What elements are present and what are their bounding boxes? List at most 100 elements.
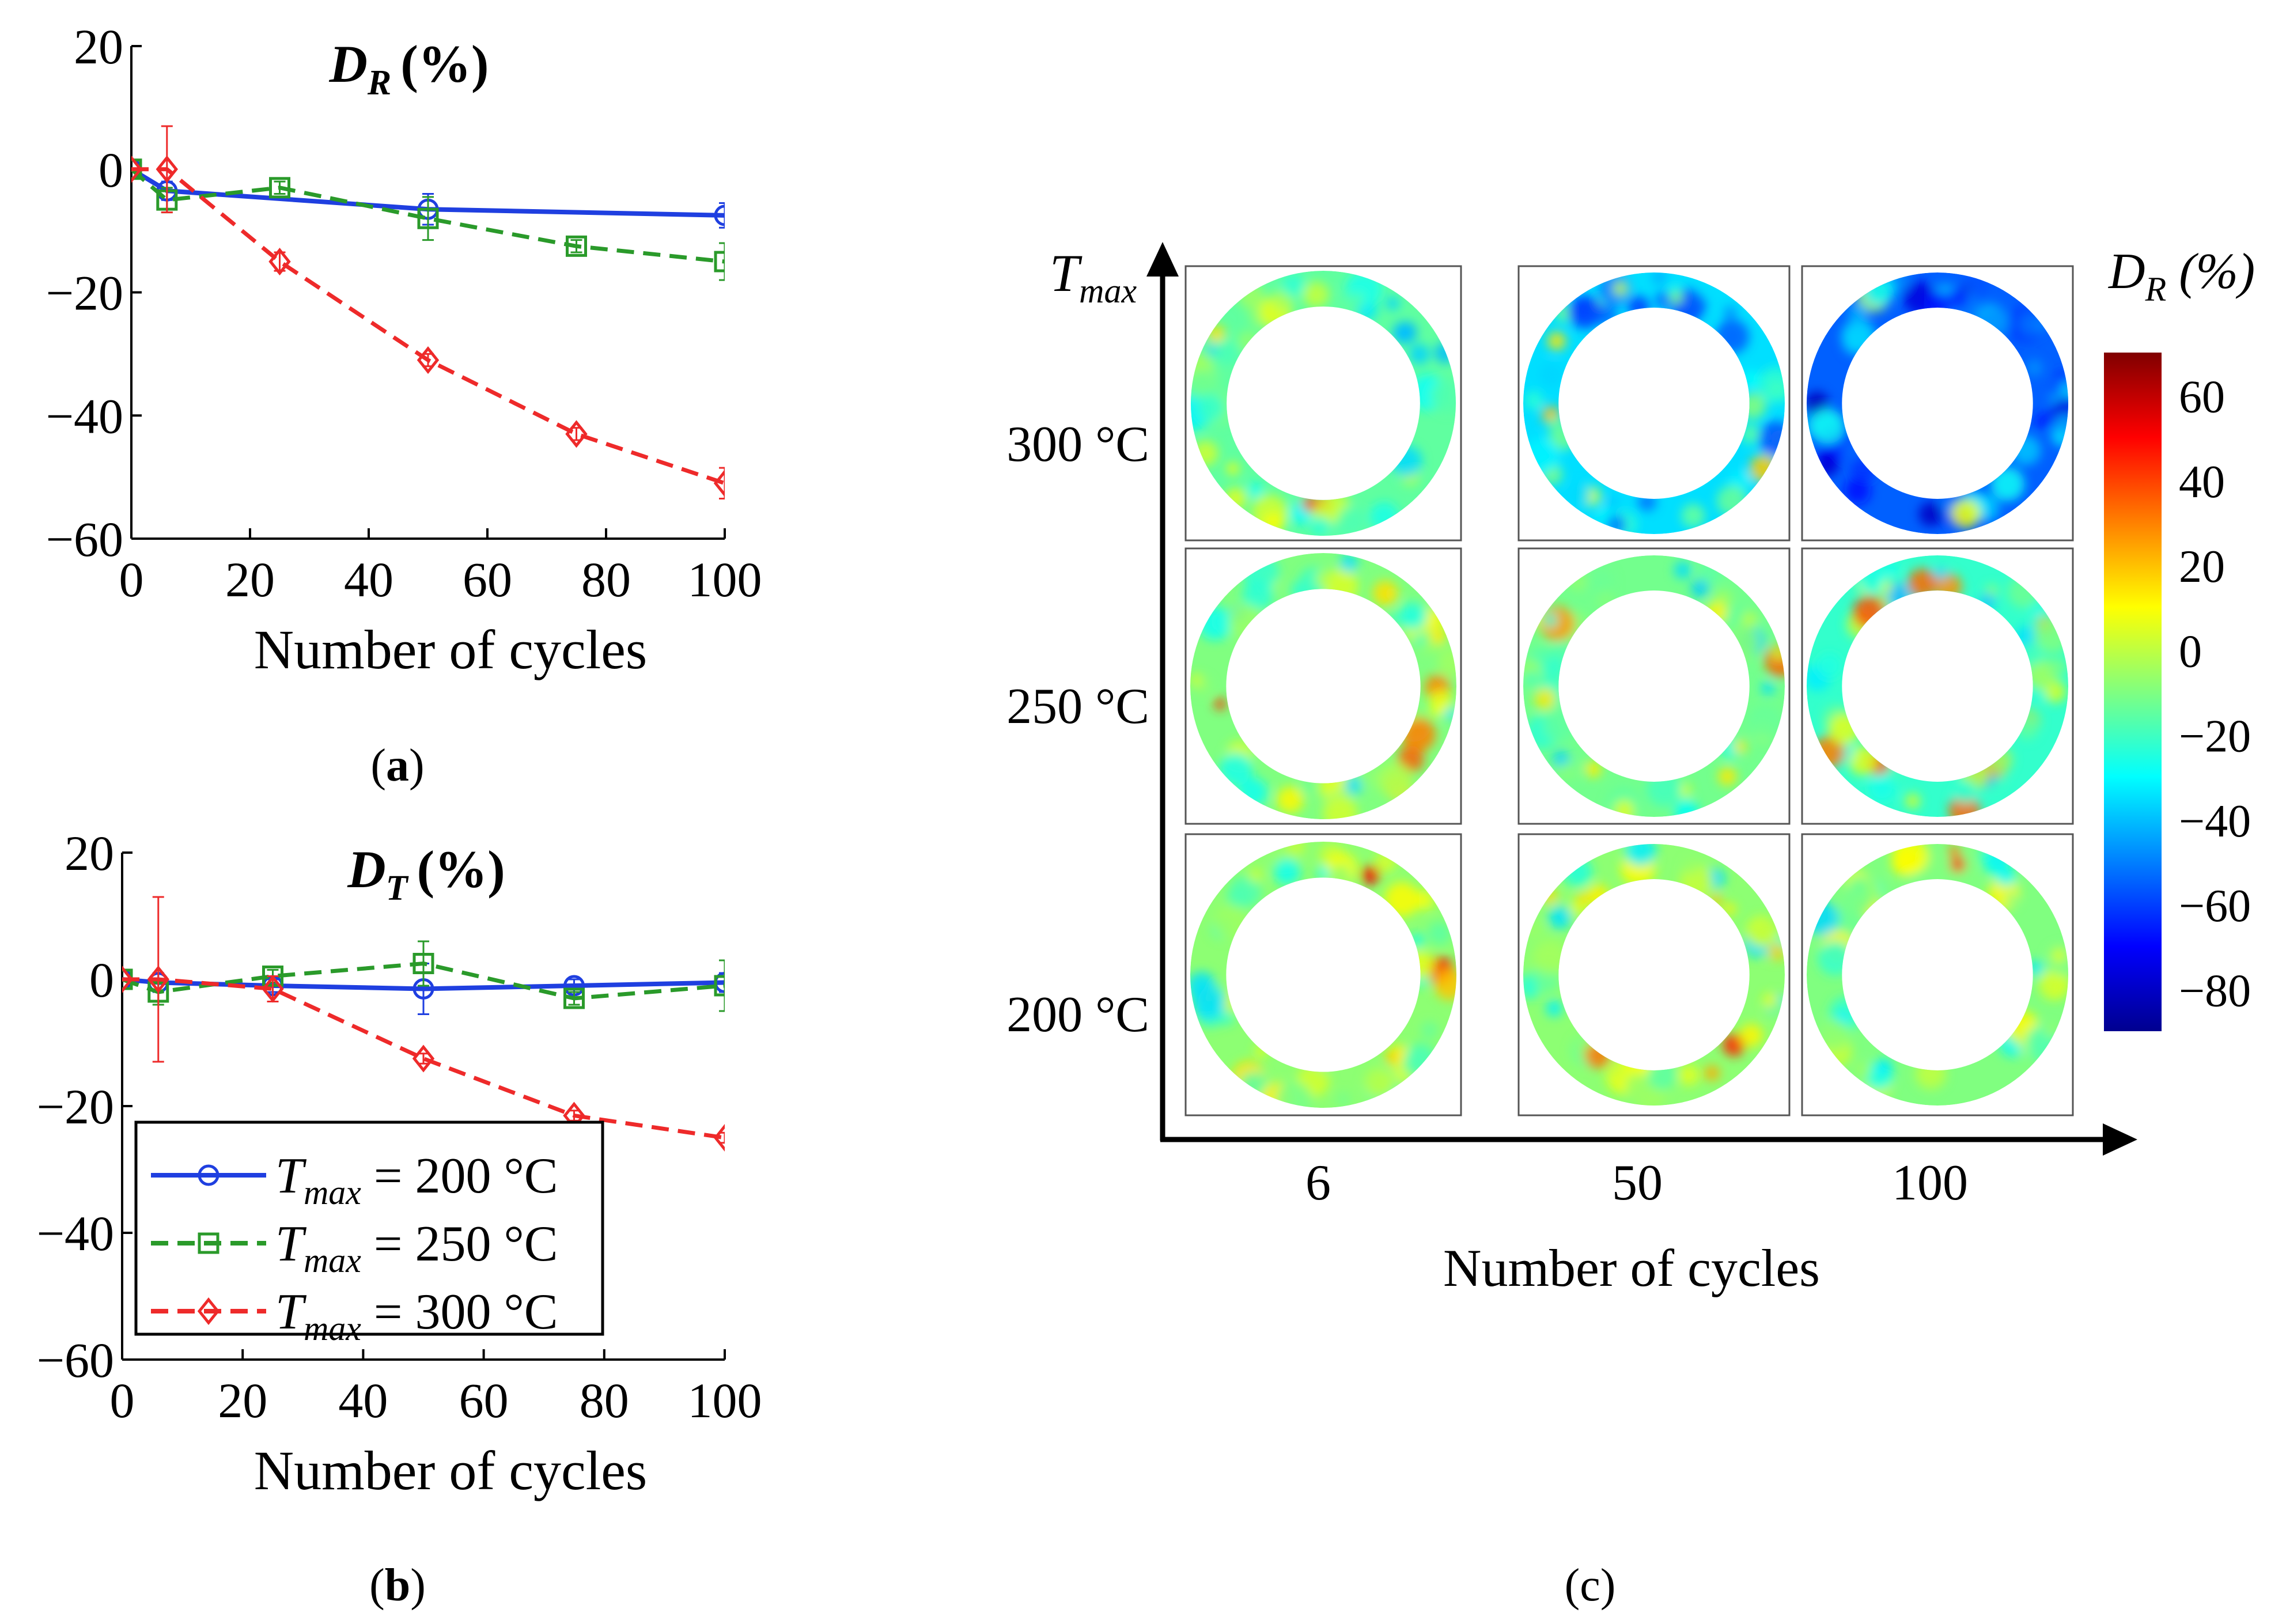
data-point	[269, 177, 290, 199]
texture-blob	[1323, 796, 1358, 819]
texture-blob	[2047, 381, 2062, 397]
texture-blob	[1669, 290, 1683, 305]
texture-blob	[1343, 775, 1364, 795]
y-tick-label: −60	[36, 1332, 114, 1388]
texture-blob	[1548, 906, 1572, 929]
legend-label: Tmax = 250 °C	[275, 1216, 558, 1279]
texture-blob	[1948, 794, 1981, 817]
x-tick-label: 20	[218, 1373, 267, 1428]
texture-blob	[1377, 762, 1413, 797]
panel-a-tick-labels: 200−20−40−600 20 40 60 80 100	[46, 19, 762, 607]
texture-blob	[1679, 783, 1691, 797]
texture-blob	[1543, 613, 1558, 627]
texture-blob	[1905, 793, 1921, 809]
texture-blob	[1429, 690, 1452, 712]
series-line	[131, 167, 725, 486]
texture-blob	[1524, 671, 1539, 686]
texture-blob	[1191, 370, 1217, 399]
texture-blob	[1276, 1081, 1313, 1108]
texture-blob	[1349, 293, 1365, 308]
colorbar-tick-label: 20	[2179, 542, 2225, 592]
data-point	[565, 420, 588, 448]
panel-b-chart: DT (%) 200−20−40−600 20 40 60 80 100 Tmax = 20…	[36, 826, 762, 1611]
x-tick-label: 60	[459, 1373, 509, 1428]
row-label: 300 °C	[1006, 417, 1149, 472]
series-series_300	[131, 125, 725, 500]
series-series_300	[122, 896, 725, 1152]
colorbar-tick-label: −20	[2179, 711, 2251, 762]
texture-blob	[1768, 380, 1785, 398]
x-tick-label: 40	[344, 552, 393, 607]
texture-blob	[2017, 311, 2042, 336]
texture-blob	[1523, 974, 1537, 993]
texture-blob	[1547, 331, 1566, 351]
panel-b-xlabel: Number of cycles	[254, 1440, 647, 1501]
texture-blob	[1302, 496, 1317, 512]
texture-blob	[1273, 858, 1301, 885]
texture-blob	[1704, 1065, 1720, 1081]
panel-a-title: DR (%)	[328, 35, 489, 103]
colorbar-tick-label: −80	[2179, 966, 2251, 1016]
panel-a-series	[131, 125, 725, 500]
data-point	[268, 248, 291, 276]
texture-blob	[1546, 1000, 1562, 1017]
texture-blob	[1868, 774, 1896, 802]
texture-blob	[1372, 580, 1398, 606]
texture-blob	[1950, 857, 1966, 873]
texture-blob	[1414, 889, 1435, 910]
panel-c-y-axis-label: Tmax	[1050, 244, 1137, 310]
colorbar-tick-label: −40	[2179, 796, 2251, 847]
texture-blob	[1227, 463, 1239, 475]
panel-c-caption: (c)	[1565, 1560, 1616, 1611]
y-tick-label: −40	[46, 388, 123, 444]
texture-blob	[1748, 705, 1782, 739]
texture-blob	[1951, 499, 1981, 529]
texture-blob	[1626, 844, 1657, 866]
cell-1-1	[1517, 547, 1791, 825]
y-tick-label: −20	[36, 1079, 114, 1134]
panel-b-title: DT (%)	[347, 840, 505, 908]
colorbar-tick-label: 40	[2179, 457, 2225, 508]
texture-blob	[1655, 291, 1673, 309]
panel-a-xlabel: Number of cycles	[254, 619, 647, 680]
panel-c-y-arrowhead	[1146, 242, 1179, 277]
x-tick-label: 60	[463, 552, 512, 607]
column-label: 100	[1892, 1155, 1968, 1211]
panel-b-axes	[121, 851, 726, 1361]
data-point	[417, 346, 440, 374]
texture-blob	[1605, 497, 1619, 511]
texture-blob	[1311, 516, 1330, 536]
cell-frame	[1184, 547, 1462, 825]
texture-blob	[1196, 393, 1224, 422]
texture-blob	[1335, 1092, 1352, 1108]
texture-blob	[2054, 414, 2068, 436]
annulus-texture	[1523, 272, 1785, 534]
colorbar-tick-labels: 60 40 20 0 −20 −40 −60 −80	[2179, 372, 2251, 1017]
texture-blob	[1434, 969, 1456, 1001]
texture-blob	[2031, 688, 2046, 703]
texture-blob	[2043, 1025, 2057, 1038]
texture-blob	[1733, 740, 1747, 754]
panel-a-chart: DR (%) 200−20−40−600 20 40 60 80 100 Number of…	[46, 19, 762, 791]
series-series_250	[122, 940, 725, 1012]
texture-blob	[1652, 272, 1667, 285]
panel-c-row-labels: 300 °C 250 °C 200 °C	[1006, 417, 1149, 1043]
texture-blob	[1191, 986, 1225, 1020]
panel-a-caption: (a)	[370, 740, 424, 791]
panel-c-heatmap-grid: Tmax 300 °C 250 °C 200 °C 6 50 100 Number of…	[1006, 242, 2255, 1611]
texture-blob	[1409, 343, 1430, 365]
colorbar-tick-label: 60	[2179, 372, 2225, 423]
texture-blob	[1337, 506, 1366, 536]
panel-c-x-arrowhead	[2103, 1123, 2137, 1156]
panel-c-colorbar: DR (%) 60 40 20 0 −20 −40 −60 −80	[2104, 244, 2255, 1031]
row-label: 200 °C	[1006, 987, 1149, 1043]
texture-blob	[1219, 752, 1253, 786]
texture-blob	[1723, 903, 1736, 915]
data-point	[412, 953, 434, 974]
colorbar-title: DR (%)	[2108, 244, 2255, 308]
texture-blob	[1277, 786, 1304, 813]
texture-blob	[1613, 281, 1628, 297]
texture-blob	[1717, 767, 1737, 786]
y-tick-label: 0	[89, 952, 114, 1008]
texture-blob	[1190, 673, 1203, 687]
